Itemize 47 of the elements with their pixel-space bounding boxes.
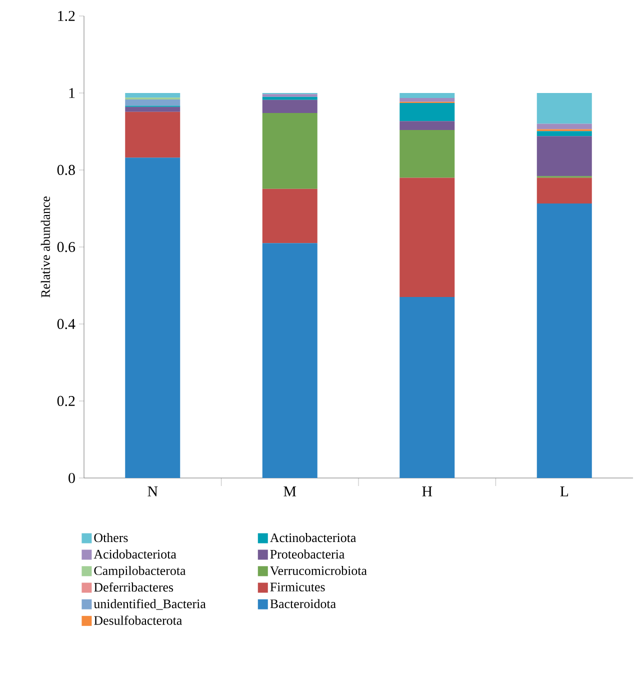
x-tick-label: N	[148, 486, 158, 496]
bar	[536, 136, 592, 176]
x-tick-label: M	[284, 486, 296, 496]
bar	[262, 188, 318, 244]
bar	[262, 113, 318, 189]
bar	[536, 203, 592, 478]
bar	[536, 178, 592, 204]
bar	[400, 297, 455, 478]
legend-label: Others	[94, 533, 128, 542]
bar	[536, 92, 592, 124]
bar	[400, 92, 455, 98]
bar	[400, 178, 455, 298]
bar	[400, 103, 455, 122]
y-axis-title: Relative abundance	[40, 196, 50, 298]
y-tick-label: 0.8	[57, 164, 75, 176]
x-tick-label: L	[560, 486, 568, 496]
legend-label: Campilobacterota	[94, 566, 186, 578]
bar	[400, 98, 455, 102]
bar	[125, 106, 180, 112]
bar	[262, 243, 318, 478]
bar	[125, 112, 180, 158]
legend-label: unidentified_Bacteria	[94, 598, 206, 610]
x-tick-label: H	[422, 486, 432, 496]
legend-label: Deferribacteres	[94, 582, 174, 592]
bar	[125, 100, 180, 106]
y-tick-label: 1	[69, 88, 75, 98]
legend-label: Acidobacteriota	[94, 549, 176, 559]
y-tick-label: 0.2	[57, 396, 75, 406]
bar	[262, 96, 318, 100]
bar	[400, 121, 455, 130]
bar	[400, 130, 455, 178]
bar	[262, 94, 318, 97]
bar	[536, 131, 592, 136]
y-tick-label: 0.6	[57, 242, 76, 252]
legend-label: Actinobacteriota	[270, 533, 356, 542]
y-tick-label: 0.4	[57, 318, 76, 330]
legend-label: Bacteroidota	[270, 599, 336, 608]
bar	[125, 92, 180, 98]
legend-label: Firmicutes	[270, 582, 325, 592]
bar	[262, 100, 318, 114]
bar	[536, 124, 592, 130]
y-tick-label: 0	[68, 472, 75, 484]
y-tick-label: 1.2	[58, 10, 75, 22]
bar	[125, 158, 180, 478]
legend-label: Verrucomicrobiota	[270, 566, 367, 576]
legend-label: Proteobacteria	[270, 549, 345, 559]
legend-label: Desulfobacterota	[94, 616, 182, 625]
